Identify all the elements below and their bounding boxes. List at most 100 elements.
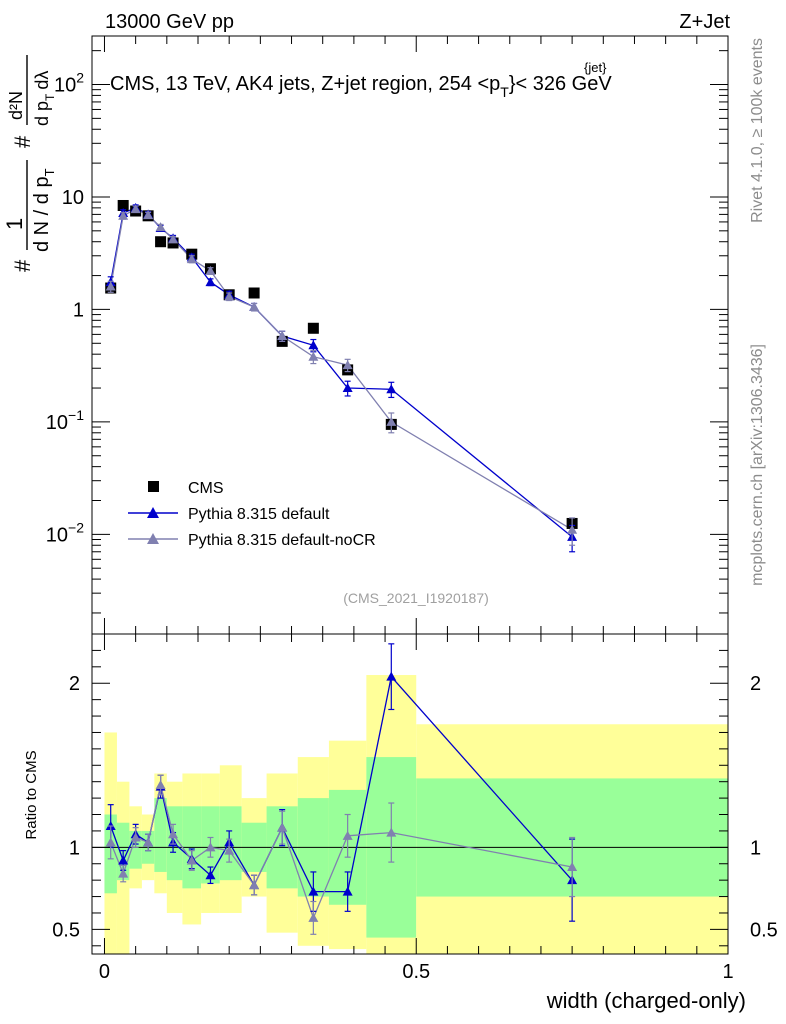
data-point-nocr <box>386 416 397 426</box>
data-point-cms <box>248 287 260 299</box>
data-point-default <box>342 383 353 393</box>
main-y-tick-label: 10−2 <box>46 519 84 546</box>
legend-marker-nocr <box>147 533 159 544</box>
ratio-point-nocr <box>130 832 141 842</box>
y-label-dn-dpt: d N / d pT <box>31 168 57 252</box>
data-point-nocr <box>118 210 129 220</box>
main-y-tick-base: 1 <box>73 299 84 321</box>
data-point-nocr <box>143 210 154 220</box>
chart-title: CMS, 13 TeV, AK4 jets, Z+jet region, 254… <box>110 60 612 100</box>
main-y-tick-base: 10 <box>46 524 68 546</box>
ratio-marks <box>105 643 578 935</box>
x-axis-label: width (charged-only) <box>546 988 746 1013</box>
ratio-ticks: 0.5 0.5 1 1 2 2 0 0.5 1 <box>52 634 778 983</box>
ratio-point-nocr <box>342 830 353 840</box>
ratio-y-tick-label: 2 <box>69 673 80 695</box>
svg-text:CMS, 13 TeV, AK4 jets, Z+jet r: CMS, 13 TeV, AK4 jets, Z+jet region, 254… <box>110 73 612 100</box>
data-point-nocr <box>186 254 197 264</box>
legend-label-default: Pythia 8.315 default <box>188 506 330 523</box>
legend-marker-cms <box>148 481 159 492</box>
legend: CMS Pythia 8.315 default Pythia 8.315 de… <box>128 480 376 549</box>
ratio-point-nocr <box>205 842 216 852</box>
main-y-tick-label: 10−1 <box>46 407 84 434</box>
ratio-point-nocr <box>143 837 154 847</box>
ratio-y-tick-label-right: 0.5 <box>750 919 778 941</box>
data-point-nocr <box>277 331 288 341</box>
ratio-point-nocr <box>186 855 197 865</box>
ratio-point-nocr <box>168 829 179 839</box>
data-point-nocr <box>130 204 141 214</box>
legend-marker-default <box>147 507 159 518</box>
chart-title-tail: }< 326 GeV <box>509 73 613 95</box>
ratio-frame <box>91 633 729 955</box>
ratio-y-tick-label: 1 <box>69 837 80 859</box>
data-point-nocr <box>249 302 260 312</box>
main-y-label: # 1 d N / d pT # d²N d pTdλ <box>2 55 57 272</box>
ratio-point-nocr <box>567 862 578 872</box>
y-label-one: 1 <box>2 218 27 230</box>
analysis-watermark: (CMS_2021_I1920187) <box>343 590 489 606</box>
ratio-point-nocr <box>308 912 319 922</box>
series-line-nocr <box>110 208 573 531</box>
data-point-nocr <box>105 281 116 291</box>
data-point-cms <box>307 322 319 334</box>
ratio-y-label: Ratio to CMS <box>23 750 40 839</box>
legend-label-nocr: Pythia 8.315 default-noCR <box>188 532 376 549</box>
ratio-point-nocr <box>249 880 260 890</box>
ratio-point-default <box>205 870 216 880</box>
x-tick-label: 0.5 <box>402 961 430 983</box>
rivet-version-label: Rivet 4.1.0, ≥ 100k events <box>749 38 766 223</box>
data-point-nocr <box>224 291 235 301</box>
ratio-point-nocr <box>118 868 129 878</box>
ratio-point-default <box>342 886 353 896</box>
ratio-point-nocr <box>155 779 166 789</box>
y-label-d2n: d²N <box>6 91 26 120</box>
y-label-hash-1: # <box>10 259 35 272</box>
legend-label-cms: CMS <box>188 480 224 497</box>
data-point-nocr <box>342 360 353 370</box>
main-y-tick-label: 10 <box>62 187 84 209</box>
ratio-point-nocr <box>277 822 288 832</box>
ratio-bands <box>104 675 728 954</box>
series-line-default <box>110 207 573 538</box>
data-point-nocr <box>155 222 166 232</box>
main-y-tick-label: 102 <box>54 70 84 97</box>
data-point-nocr <box>567 524 578 534</box>
data-point-default <box>205 277 216 287</box>
ratio-y-tick-label: 0.5 <box>52 919 80 941</box>
data-point-nocr <box>205 265 216 275</box>
ratio-y-tick-label-right: 1 <box>750 837 761 859</box>
ratio-y-tick-label-right: 2 <box>750 673 761 695</box>
ratio-point-nocr <box>386 827 397 837</box>
y-label-hash-2: # <box>10 135 35 148</box>
main-y-tick-base: 10 <box>54 75 76 97</box>
data-point-default <box>386 384 397 394</box>
main-y-tick-label: 1 <box>73 299 84 321</box>
data-point-cms <box>117 199 129 211</box>
y-label-dpt-dl: d pTdλ <box>32 71 57 126</box>
data-point-default <box>308 340 319 350</box>
header-process-label: Z+Jet <box>679 11 730 33</box>
chart-title-main: CMS, 13 TeV, AK4 jets, Z+jet region, 254… <box>110 73 500 95</box>
main-marks <box>105 199 578 553</box>
main-y-tick-exponent: −1 <box>68 407 84 423</box>
ratio-point-default <box>308 886 319 896</box>
data-point-nocr <box>168 234 179 244</box>
ratio-point-nocr <box>105 837 116 847</box>
ratio-point-default <box>386 671 397 681</box>
chart-title-sup: {jet} <box>584 60 607 75</box>
x-tick-label: 1 <box>722 961 733 983</box>
mcplots-label: mcplots.cern.ch [arXiv:1306.3436] <box>749 344 766 586</box>
header-energy-label: 13000 GeV pp <box>105 11 234 33</box>
main-y-tick-base: 10 <box>62 187 84 209</box>
main-y-tick-exponent: −2 <box>68 519 84 535</box>
main-y-tick-exponent: 2 <box>76 70 84 86</box>
ratio-panel: 0.5 0.5 1 1 2 2 0 0.5 1 Ratio to CMS width (char… <box>23 633 778 1013</box>
data-point-cms <box>155 236 167 248</box>
data-point-nocr <box>308 351 319 361</box>
main-y-tick-base: 10 <box>46 412 68 434</box>
x-tick-label: 0 <box>99 961 110 983</box>
